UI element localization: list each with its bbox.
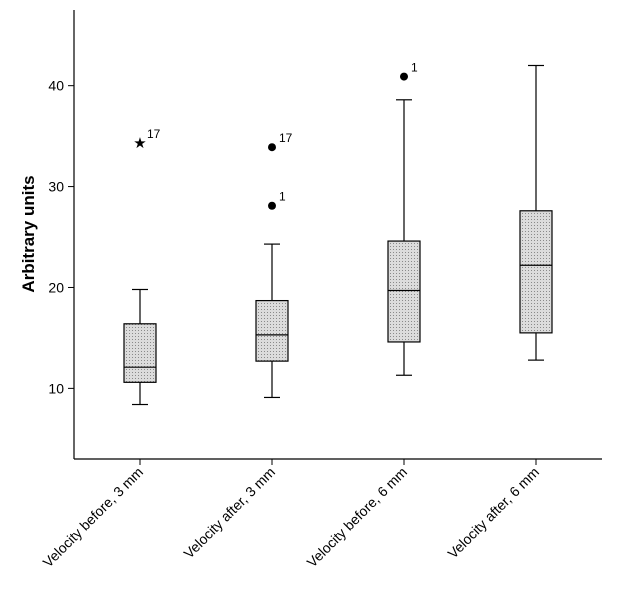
y-tick-label: 20 [48,279,64,295]
y-axis-label: Arbitrary units [19,175,38,292]
outlier-label: 1 [411,61,418,75]
y-ticks: 10 20 30 40 [48,78,74,396]
outlier-point [268,143,276,152]
x-ticks: Velocity before, 3 mm Velocity after, 3 m… [40,459,542,571]
iqr-box [123,323,157,383]
box-group [519,64,553,361]
y-tick-label: 40 [48,78,64,94]
outlier-point [400,72,408,81]
x-tick-label: Velocity before, 3 mm [40,464,147,571]
iqr-box [387,240,421,343]
x-tick-label: Velocity after, 6 mm [444,464,542,562]
iqr-box [519,210,553,334]
axes [73,10,602,460]
outlier-point [268,201,276,210]
outlier-star-icon: ★ [133,134,146,152]
box-group: 1 17 [255,131,293,399]
y-tick-label: 10 [48,380,64,396]
box-group: ★ 17 [123,127,161,406]
box-group: 1 [387,61,421,376]
iqr-box [255,299,289,362]
x-tick-label: Velocity after, 3 mm [180,464,278,562]
outlier-label: 1 [279,190,286,204]
outlier-label: 17 [147,127,161,141]
y-tick-label: 30 [48,179,64,195]
x-tick-label: Velocity before, 6 mm [304,464,411,571]
outlier-label: 17 [279,131,293,145]
